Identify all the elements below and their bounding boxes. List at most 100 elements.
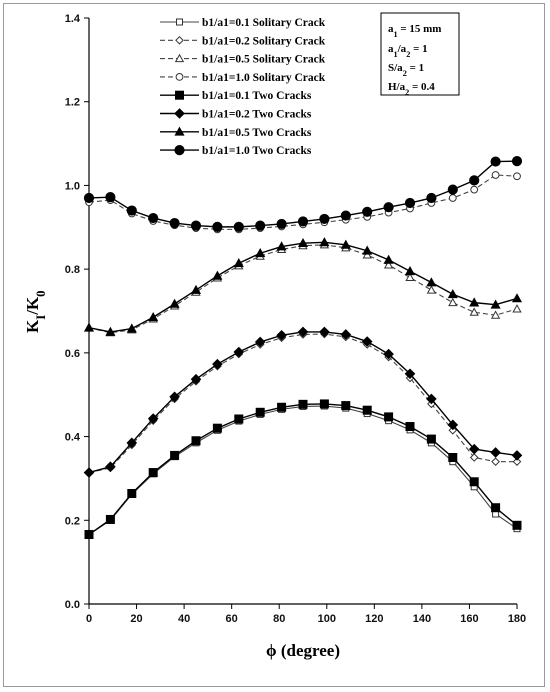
data-point — [233, 221, 244, 232]
series-7 — [83, 237, 523, 336]
data-point — [276, 329, 287, 341]
legend-entry: b1/a1=0.5 Two Cracks — [160, 126, 312, 139]
x-tick-label: 160 — [460, 613, 478, 625]
x-tick-label: 140 — [413, 613, 431, 625]
data-point — [277, 402, 287, 412]
x-tick-label: 0 — [86, 613, 92, 625]
data-point — [362, 245, 373, 255]
figure-frame — [3, 3, 545, 687]
data-point — [233, 258, 244, 268]
data-point — [84, 530, 94, 540]
legend-label: b1/a1=0.5 Solitary Crack — [202, 54, 326, 66]
parameter-box-frame — [380, 12, 460, 96]
data-point — [361, 336, 373, 347]
legend-label: b1/a1=0.1 Solitary Crack — [202, 17, 326, 29]
data-point — [255, 220, 266, 231]
data-point — [126, 437, 138, 449]
data-point — [491, 503, 501, 513]
data-point — [490, 156, 501, 167]
data-point — [448, 297, 458, 307]
data-point — [448, 453, 458, 462]
data-point — [190, 220, 202, 231]
data-point — [469, 175, 480, 186]
data-point — [83, 322, 95, 332]
legend-entry: b1/a1=0.2 Two Cracks — [160, 108, 312, 121]
param-s-a2: S/a2 = 1 — [388, 62, 424, 78]
data-point — [212, 423, 222, 433]
data-point — [469, 477, 479, 487]
data-point — [511, 156, 523, 167]
legend-marker — [174, 145, 185, 156]
x-tick-label: 180 — [508, 613, 526, 625]
data-point — [170, 450, 180, 460]
data-point — [297, 237, 309, 248]
legend-marker — [174, 53, 185, 63]
legend-marker — [174, 108, 185, 119]
data-point — [512, 457, 522, 466]
axes: 0 20 40 60 80 100 120 140 160 180 0.0 0.2 0.4 0.6 0.8 1… — [23, 13, 526, 660]
data-point — [362, 206, 373, 217]
y-axis-title-group: KI/K0 — [23, 290, 48, 333]
data-point — [512, 520, 522, 530]
data-point — [319, 399, 329, 409]
data-point — [511, 450, 523, 461]
legend-entry: b1/a1=0.2 Solitary Crack — [160, 35, 326, 47]
legend-entry: b1/a1=0.5 Solitary Crack — [160, 54, 326, 66]
legend-marker — [176, 18, 183, 26]
data-point — [212, 358, 223, 370]
data-point — [512, 304, 522, 313]
data-point — [169, 218, 180, 229]
x-tick-label: 20 — [130, 613, 142, 625]
data-point — [297, 326, 309, 338]
x-tick-label: 60 — [226, 613, 238, 625]
y-tick-label: 1.0 — [65, 180, 80, 192]
param-h-a2: H/a2 = 0.4 — [388, 81, 435, 97]
y-tick-label: 0.0 — [65, 599, 80, 611]
data-point — [448, 194, 457, 202]
param-a1-a2: a1/a2 = 1 — [388, 43, 428, 59]
legend-label: b1/a1=1.0 Solitary Crack — [202, 72, 326, 84]
legend-label: b1/a1=1.0 Two Cracks — [202, 145, 312, 157]
data-point — [513, 172, 521, 181]
data-point — [255, 407, 265, 417]
legend-marker — [175, 90, 184, 100]
data-point — [126, 323, 137, 333]
data-point — [105, 514, 115, 524]
data-point — [212, 270, 223, 280]
legend-entry: b1/a1=0.1 Two Cracks — [160, 90, 312, 102]
data-point — [490, 310, 501, 319]
series-6 — [83, 326, 523, 478]
data-point — [426, 434, 436, 444]
data-point — [491, 171, 500, 179]
data-point — [448, 425, 458, 435]
series-8 — [83, 156, 523, 232]
data-point — [105, 326, 116, 336]
data-point — [469, 453, 479, 462]
y-axis-title: KI/K0 — [23, 290, 48, 333]
data-point — [319, 237, 330, 247]
data-point — [426, 192, 437, 204]
legend-entry: b1/a1=1.0 Solitary Crack — [160, 72, 326, 84]
legend-label: b1/a1=0.1 Two Cracks — [202, 90, 312, 102]
data-point — [234, 414, 244, 424]
data-point — [83, 192, 95, 204]
x-tick-label: 40 — [178, 613, 190, 625]
data-point — [384, 412, 394, 422]
data-point — [254, 336, 266, 348]
data-point — [298, 399, 308, 409]
data-point — [383, 202, 394, 213]
param-a1: a1 = 15 mm — [388, 23, 441, 39]
data-point — [426, 277, 437, 287]
data-point — [426, 393, 437, 405]
data-point — [404, 197, 416, 209]
y-tick-label: 0.6 — [65, 348, 80, 360]
legend-label: b1/a1=0.2 Two Cracks — [202, 109, 312, 121]
x-tick-label: 100 — [318, 613, 336, 625]
data-point — [147, 413, 159, 424]
data-point — [297, 216, 309, 227]
data-point — [404, 368, 416, 380]
data-point — [169, 298, 180, 308]
legend-marker — [174, 126, 185, 136]
data-point — [105, 192, 116, 203]
